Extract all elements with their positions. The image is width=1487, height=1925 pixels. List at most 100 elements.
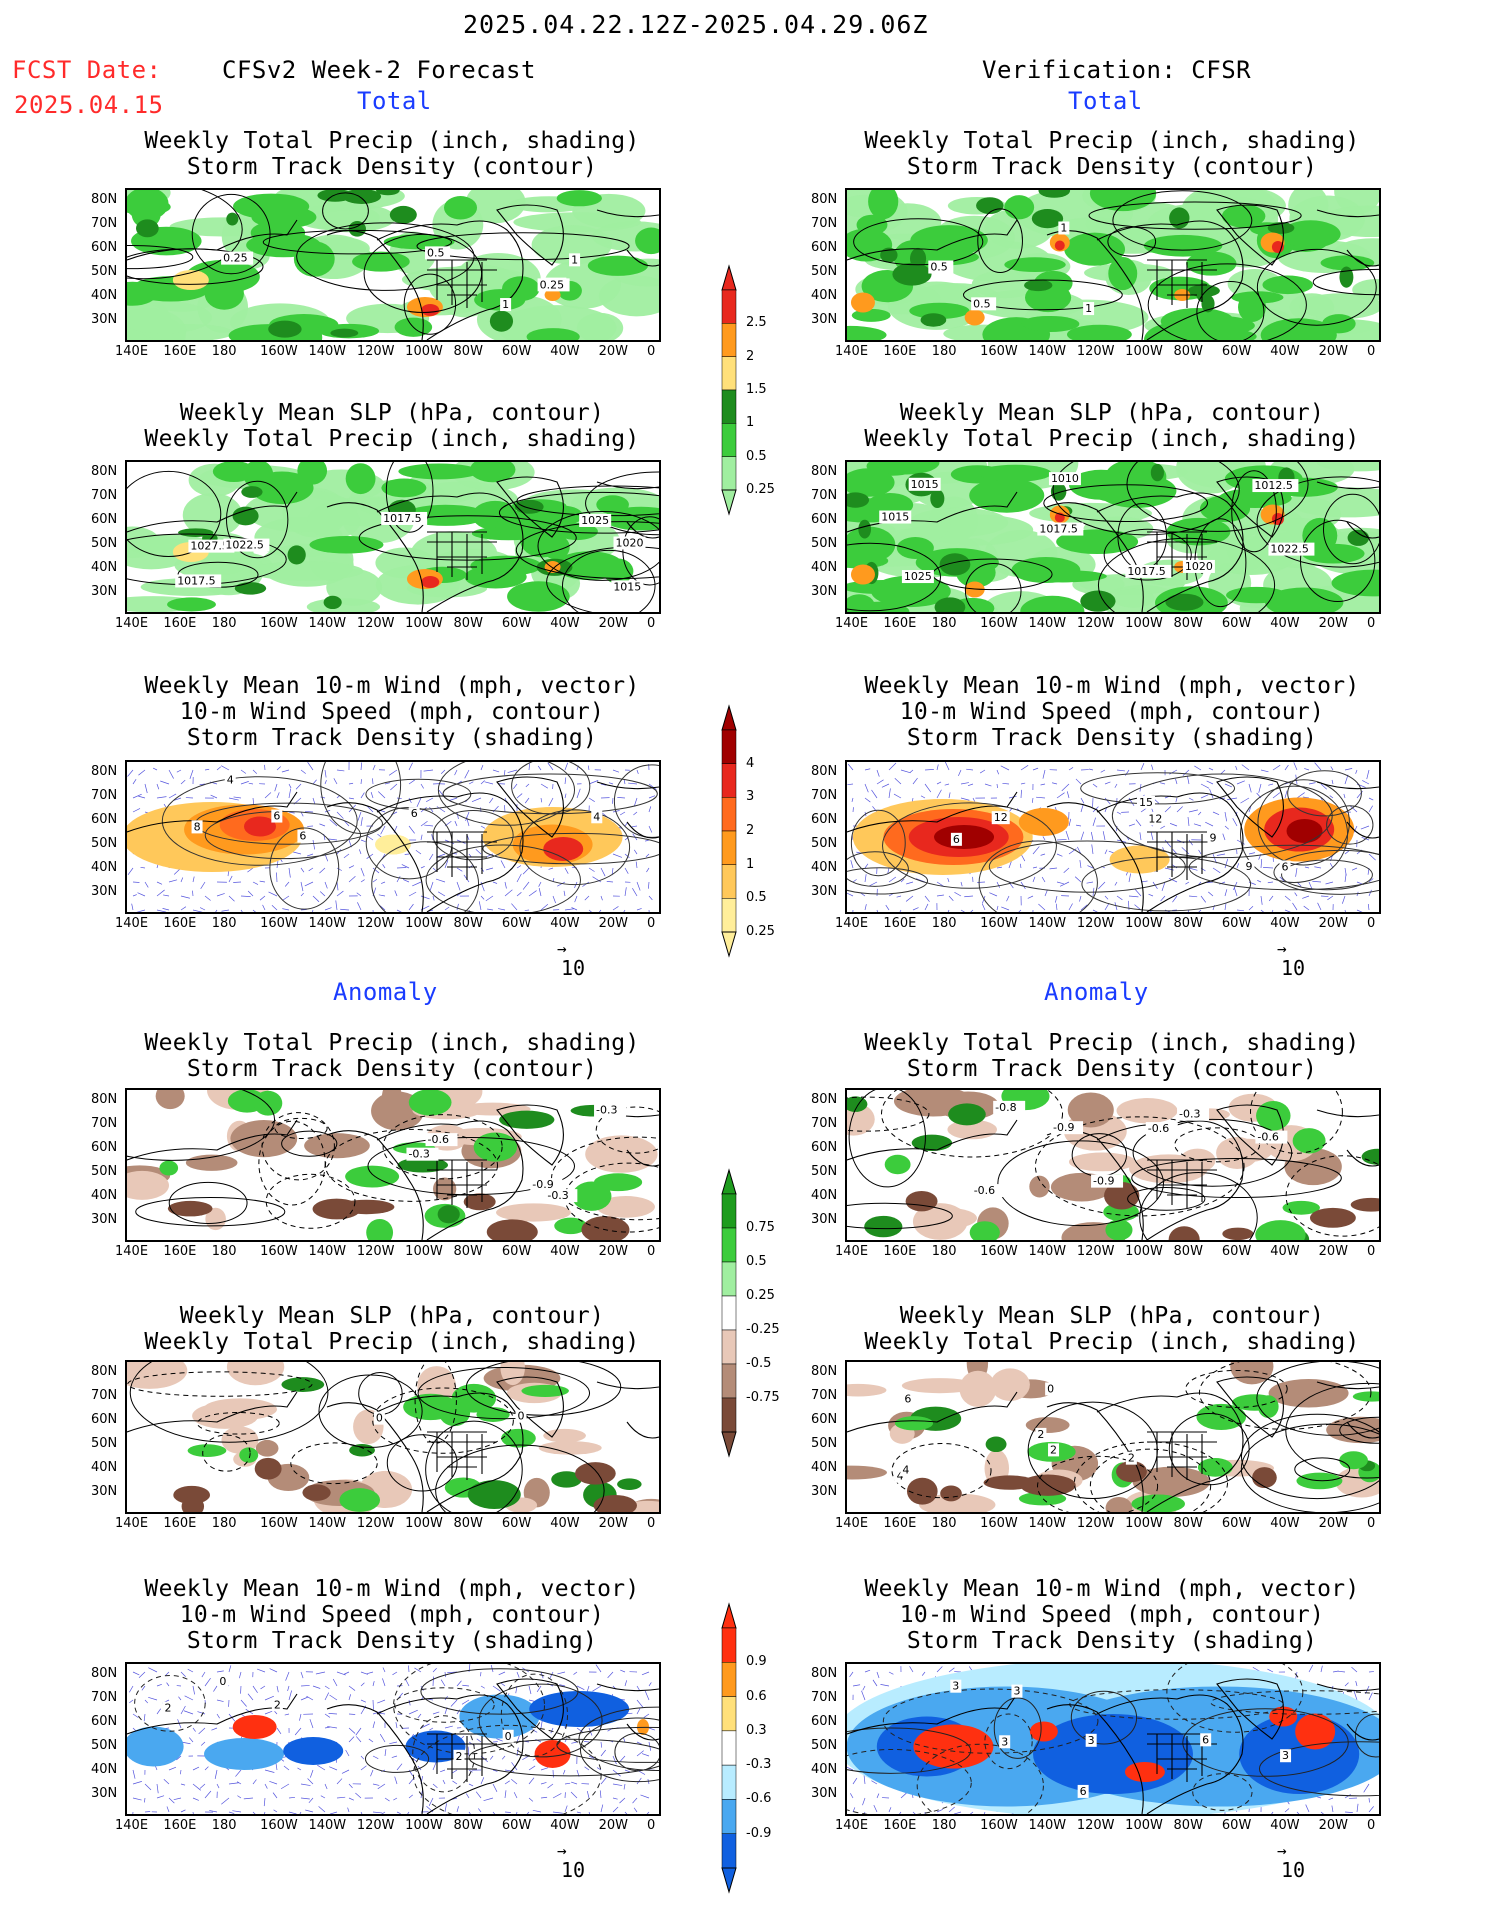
lon-tick-80W: 80W	[453, 616, 483, 631]
track_total-label-2: 2	[746, 823, 755, 838]
lat-tick-70N: 70N	[811, 216, 838, 231]
track_anom-label-5: -0.9	[746, 1825, 772, 1841]
lat-tick-50N: 50N	[811, 536, 838, 551]
svg-text:-0.3: -0.3	[596, 1104, 617, 1117]
panel-title-ptot-forecast-line2: Storm Track Density (contour)	[186, 154, 598, 180]
contour-label: -0.6	[425, 1133, 458, 1147]
lon-tick-60W: 60W	[1221, 1244, 1252, 1259]
lat-tick-60N: 60N	[91, 512, 118, 527]
svg-text:4: 4	[902, 1463, 909, 1476]
svg-text:0.5: 0.5	[427, 246, 445, 259]
lon-tick-140W: 140W	[308, 1244, 347, 1259]
colorbar-precip-anomaly	[721, 1168, 737, 1458]
map-stot-verification: 1017.5 1025 1017.5 1022.5 1020 1015 1015 1010 10…	[845, 460, 1381, 614]
lon-tick-100W: 100W	[1125, 616, 1163, 631]
precip_anom-label-5: -0.75	[746, 1390, 780, 1405]
panel-title-wtot-forecast-line1: Weekly Mean 10-m Wind (mph, vector)	[144, 673, 640, 699]
lon-tick-160E: 160E	[163, 1516, 197, 1531]
contour-label: -0.9	[1091, 1174, 1124, 1188]
contour-label: 1022.5	[223, 538, 270, 552]
svg-text:1027.5: 1027.5	[190, 540, 229, 553]
svg-text:1025: 1025	[581, 514, 609, 527]
lon-tick-160E: 160E	[883, 616, 917, 631]
lat-tick-30N: 30N	[91, 312, 118, 327]
lon-tick-140W: 140W	[308, 1818, 347, 1833]
lat-tick-30N: 30N	[91, 1786, 118, 1801]
fcst-date-value: 2025.04.15	[14, 91, 164, 119]
lat-tick-50N: 50N	[91, 836, 118, 851]
svg-text:6: 6	[273, 810, 280, 823]
contour-label: 4	[591, 810, 603, 824]
svg-text:6: 6	[1202, 1733, 1209, 1746]
svg-text:4: 4	[593, 810, 600, 823]
lon-tick-80W: 80W	[453, 1244, 483, 1259]
contour-label: 6	[1279, 860, 1291, 874]
svg-text:0: 0	[517, 1410, 524, 1423]
lon-tick-140W: 140W	[1028, 1244, 1067, 1259]
lon-tick-160W: 160W	[980, 616, 1018, 631]
colorbar-precip-total	[721, 264, 737, 516]
panel-title-sanom-forecast-line1: Weekly Mean SLP (hPa, contour)	[179, 1303, 605, 1329]
vector-reference-label: 10	[561, 1858, 586, 1882]
panel-title-stot-verification-line1: Weekly Mean SLP (hPa, contour)	[899, 400, 1325, 426]
svg-text:-0.9: -0.9	[532, 1178, 553, 1191]
lon-tick-0: 0	[1367, 344, 1376, 359]
lat-tick-40N: 40N	[811, 288, 838, 303]
vector-reference-label: 10	[561, 956, 586, 980]
lon-tick-180: 180	[931, 1516, 957, 1531]
lon-tick-140W: 140W	[308, 616, 347, 631]
svg-text:12: 12	[994, 811, 1008, 824]
contour-label: 0.5	[928, 260, 954, 274]
precip_total-label-5: 0.25	[746, 482, 775, 497]
lon-tick-180: 180	[211, 916, 237, 931]
lon-tick-160W: 160W	[980, 1818, 1018, 1833]
lat-tick-70N: 70N	[811, 1690, 838, 1705]
map-panom-forecast: -0.3 -0.9 -0.6 -0.3 -0.3	[125, 1088, 661, 1242]
svg-text:0: 0	[376, 1412, 383, 1425]
lon-tick-60W: 60W	[1221, 344, 1252, 359]
svg-text:2: 2	[456, 1750, 463, 1763]
contour-label: 9	[1243, 859, 1255, 873]
svg-text:3: 3	[1282, 1749, 1289, 1762]
contour-label: 1015	[611, 580, 644, 594]
panel-title-wtot-verification-line1: Weekly Mean 10-m Wind (mph, vector)	[864, 673, 1360, 699]
lon-tick-140E: 140E	[835, 916, 869, 931]
lon-tick-0: 0	[1367, 1516, 1376, 1531]
track_total-label-4: 0.5	[746, 890, 767, 906]
track_total-label-3: 1	[746, 856, 755, 872]
precip_anom-label-3: -0.25	[746, 1322, 780, 1337]
lat-tick-80N: 80N	[811, 1666, 838, 1681]
map-ptot-forecast: 0.50.250.510.251	[125, 188, 661, 342]
vector-reference: →	[557, 1841, 567, 1860]
svg-text:1: 1	[1060, 221, 1067, 234]
lat-tick-80N: 80N	[811, 764, 838, 779]
lat-tick-50N: 50N	[91, 1738, 118, 1753]
lon-tick-140E: 140E	[115, 1244, 149, 1259]
contour-label: 8	[191, 820, 203, 834]
lon-tick-0: 0	[1367, 916, 1376, 931]
svg-text:1015: 1015	[911, 478, 939, 491]
lat-tick-30N: 30N	[91, 1484, 118, 1499]
contour-label: 0.5	[971, 297, 997, 311]
contour-label: 4	[224, 773, 236, 787]
lon-tick-40W: 40W	[550, 344, 580, 359]
lat-tick-60N: 60N	[811, 1412, 838, 1427]
lat-tick-40N: 40N	[811, 1762, 838, 1777]
lat-tick-70N: 70N	[811, 788, 838, 803]
lon-tick-180: 180	[211, 1244, 237, 1259]
lat-tick-70N: 70N	[811, 488, 838, 503]
svg-text:0.5: 0.5	[973, 297, 991, 310]
lon-tick-100W: 100W	[405, 916, 443, 931]
lat-tick-50N: 50N	[811, 1738, 838, 1753]
lon-tick-140E: 140E	[115, 616, 149, 631]
panel-title-wanom-verification-line2: 10-m Wind Speed (mph, contour)	[899, 1602, 1325, 1628]
lon-tick-120W: 120W	[1076, 1244, 1115, 1259]
lon-tick-40W: 40W	[1270, 1244, 1300, 1259]
contour-label: 3	[1085, 1733, 1097, 1747]
lon-tick-80W: 80W	[1173, 916, 1203, 931]
contour-label: 2	[453, 1749, 465, 1763]
lat-tick-80N: 80N	[811, 1364, 838, 1379]
colorbar-track-total	[721, 704, 737, 958]
lon-tick-40W: 40W	[1270, 1818, 1300, 1833]
